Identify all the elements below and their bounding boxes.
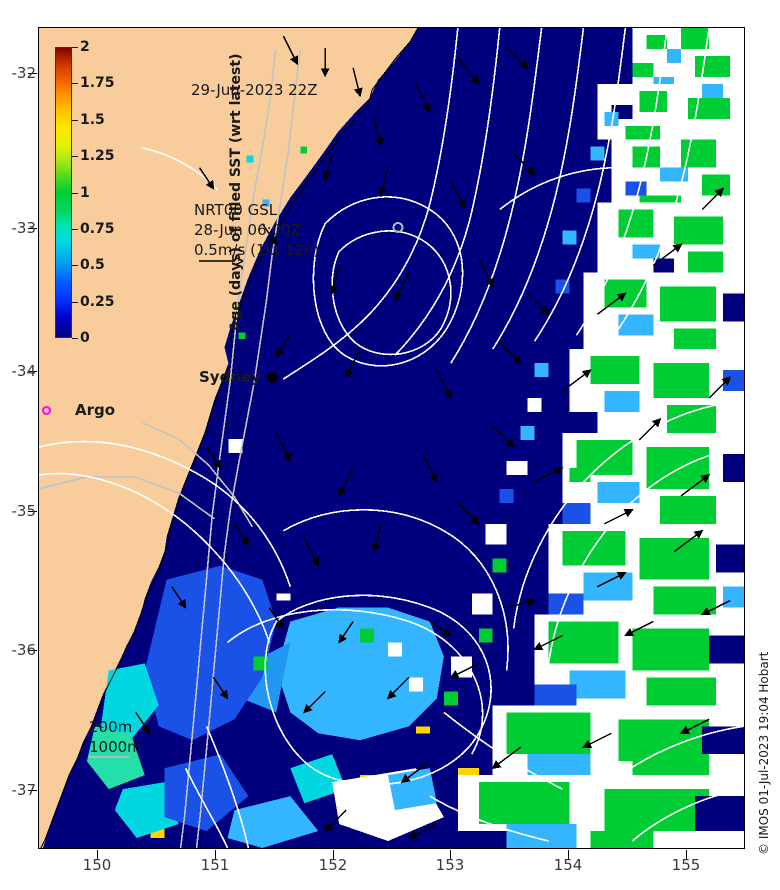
bathymetry-200m-label: 200m [89,718,133,736]
ytick-label: -35 [11,502,37,520]
colorbar-tick-label: 1.25 [80,148,115,164]
argo-marker-icon [42,405,51,415]
current-info-block: NRT00 GSL 28-Jun 06:00Z 0.5m/s (1kt 12h) [194,200,319,260]
colorbar-tick [72,229,78,230]
ytick-mark [28,228,37,229]
colorbar-tick [72,265,78,266]
bathymetry-1000m-label: 1000m [89,738,142,756]
bathymetry-legend-line [89,756,129,758]
xtick-label: 155 [671,856,701,874]
ytick-label: -36 [11,641,37,659]
ytick-label: -37 [11,781,37,799]
colorbar-tick-label: 0.75 [80,221,115,237]
xtick-label: 154 [553,856,583,874]
colorbar-tick-label: 0 [80,330,90,346]
argo-float-marker [392,222,404,233]
colorbar-tick [72,120,78,121]
ytick-mark [28,650,37,651]
xtick-label: 152 [318,856,348,874]
city-marker-sydney [267,372,278,383]
date-stamp: 29-Jun-2023 22Z [191,81,318,99]
sst-age-raster: .c0{fill:#00007f} /* age 0 navy */ .c1{f… [39,28,744,848]
colorbar-title: Age (days) of filled SST (wrt latest) [227,53,244,332]
colorbar-tick-label: 0.25 [80,294,115,310]
ytick-mark [28,511,37,512]
colorbar-tick-label: 1 [80,185,90,201]
current-scale-arrow-icon [199,256,243,266]
xtick-mark [333,850,334,859]
map-axes[interactable]: .c0{fill:#00007f} /* age 0 navy */ .c1{f… [38,27,745,849]
xtick-mark [215,850,216,859]
ytick-mark [28,371,37,372]
colorbar-tick [72,302,78,303]
colorbar[interactable] [55,47,72,338]
argo-legend-label: Argo [75,401,116,419]
current-time-label: 28-Jun 06:00Z [194,221,302,239]
current-scale-label: 0.5m/s (1kt 12h) [194,241,320,259]
xtick-label: 150 [82,856,112,874]
ytick-mark [28,790,37,791]
credit-text: © IMOS 01-Jul-2023 19:04 Hobart [757,651,771,855]
argo-legend: Argo [42,401,115,419]
colorbar-tick [72,338,78,339]
colorbar-tick [72,156,78,157]
colorbar-tick-label: 1.75 [80,75,115,91]
xtick-mark [686,850,687,859]
colorbar-tick-label: 2 [80,39,90,55]
colorbar-tick-label: 1.5 [80,112,105,128]
xtick-mark [97,850,98,859]
current-source-label: NRT00 GSL [194,201,278,219]
xtick-label: 153 [435,856,465,874]
ytick-mark [28,73,37,74]
xtick-mark [568,850,569,859]
colorbar-tick [72,47,78,48]
ytick-label: -34 [11,362,37,380]
colorbar-tick [72,193,78,194]
xtick-label: 151 [200,856,230,874]
xtick-mark [450,850,451,859]
ytick-label: -32 [11,64,37,82]
bathymetry-legend: 200m 1000m [89,717,142,757]
ytick-label: -33 [11,219,37,237]
city-label-sydney: Sydney [199,368,261,386]
colorbar-tick [72,83,78,84]
colorbar-tick-label: 0.5 [80,257,105,273]
